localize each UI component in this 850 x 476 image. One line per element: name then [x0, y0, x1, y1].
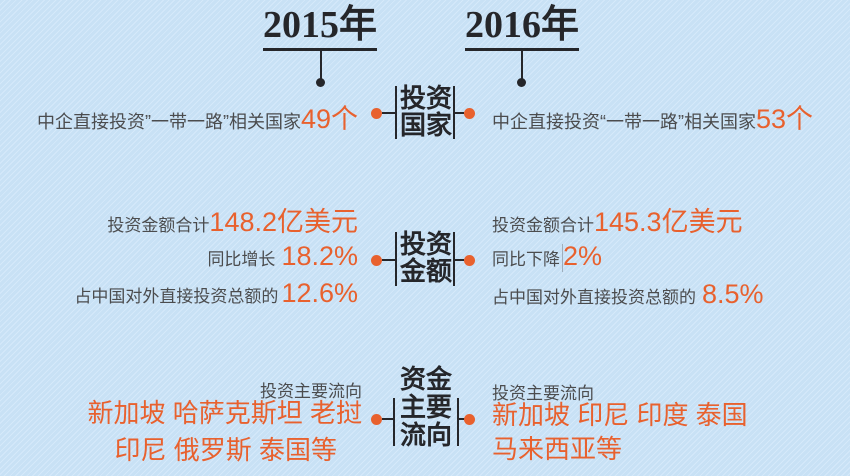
section-label-flow: 资金 主要 流向 — [399, 365, 452, 450]
section-label-amount: 投资 金额 — [399, 230, 452, 286]
connector-dot-right-3 — [464, 414, 475, 425]
amount-2015-share-row: 占中国对外直接投资总额的 12.6% — [74, 278, 358, 308]
amount-2016-total-row: 投资金额合计145.3亿美元 — [492, 207, 743, 237]
countries-2016-text: 中企直接投资“一带一路”相关国家 — [492, 112, 756, 132]
countries-2016-value: 53个 — [756, 104, 814, 134]
amount-2016-share-row: 占中国对外直接投资总额的 8.5% — [492, 279, 764, 309]
connector-dot-right-2 — [464, 255, 475, 266]
countries-2015-value: 49个 — [300, 104, 358, 134]
amount-2015-yoy-row: 同比增长 18.2% — [207, 241, 358, 271]
bracket-bar-right-2 — [453, 232, 455, 286]
connector-line-left-2 — [382, 259, 395, 261]
amount-2016-yoy-row: 同比下降 2% — [492, 241, 603, 271]
flow-2015-line1: 新加坡 哈萨克斯坦 老挝 — [87, 398, 362, 428]
countries-2015-text: 中企直接投资”一带一路”相关国家 — [36, 112, 301, 132]
flow-2015-line2: 印尼 俄罗斯 泰国等 — [114, 435, 337, 465]
year-2015-dot — [316, 78, 325, 87]
year-2016-stem-line — [521, 51, 523, 79]
flow-2016-line1: 新加坡 印尼 印度 泰国 — [492, 400, 748, 430]
bracket-bar-left-2 — [395, 232, 397, 286]
year-2015-stem-line — [320, 51, 322, 79]
connector-dot-left-2 — [371, 255, 382, 266]
section-label-countries: 投资 国家 — [399, 84, 452, 140]
flow-2016-heading: 投资主要流向 — [492, 384, 594, 403]
connector-dot-left-1 — [371, 108, 382, 119]
bracket-bar-right-1 — [453, 86, 455, 139]
flow-2015-heading: 投资主要流向 — [260, 382, 362, 401]
connector-line-left-1 — [382, 112, 395, 114]
stray-text-cursor — [562, 244, 563, 272]
year-2016-heading: 2016年 — [465, 5, 579, 51]
bracket-bar-left-3 — [393, 398, 395, 446]
bracket-bar-left-1 — [395, 86, 397, 139]
year-2015-heading: 2015年 — [263, 5, 377, 51]
amount-2015-total-row: 投资金额合计148.2亿美元 — [107, 207, 358, 237]
connector-line-right-3 — [459, 418, 465, 420]
connector-dot-left-3 — [371, 414, 382, 425]
countries-2016-row: 中企直接投资“一带一路”相关国家53个 — [492, 97, 850, 136]
connector-line-right-2 — [455, 259, 464, 261]
connector-line-left-3 — [382, 418, 393, 420]
flow-2016-line2: 马来西亚等 — [492, 434, 623, 464]
countries-2015-row: 中企直接投资”一带一路”相关国家49个 — [0, 97, 358, 136]
bracket-bar-right-3 — [457, 398, 459, 446]
connector-dot-right-1 — [464, 108, 475, 119]
year-2016-dot — [517, 78, 526, 87]
connector-line-right-1 — [455, 112, 464, 114]
